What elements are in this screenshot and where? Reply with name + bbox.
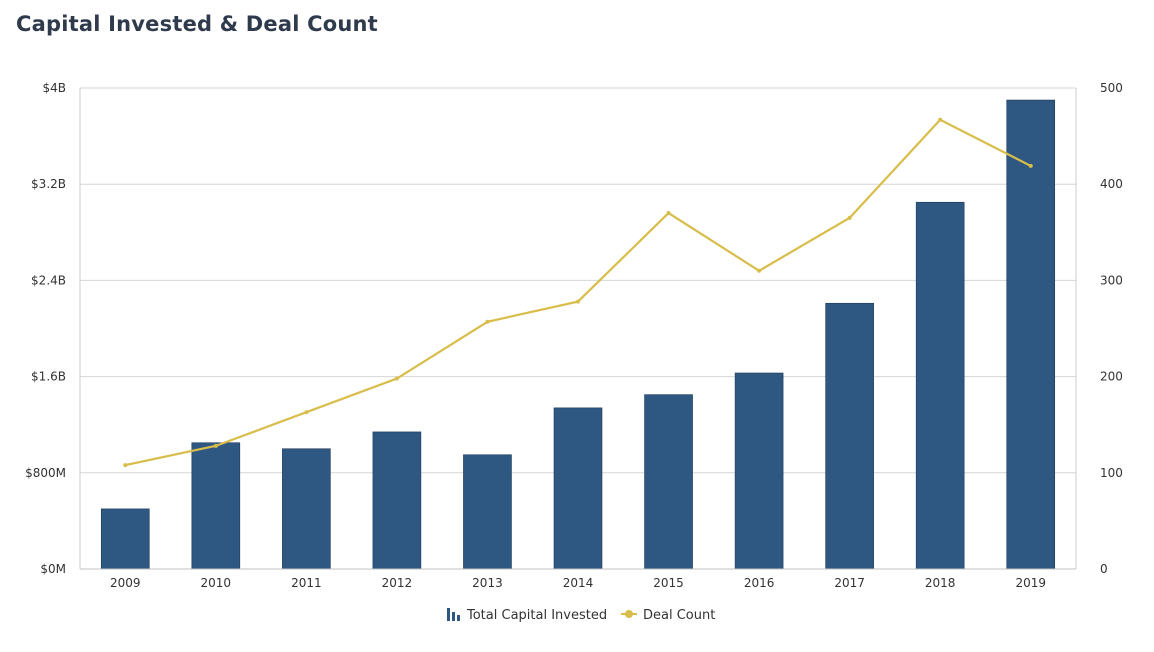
x-tick-label: 2017: [834, 576, 865, 590]
y-left-tick-label: $2.4B: [31, 273, 66, 287]
bar[interactable]: [372, 431, 422, 570]
y-right-tick-label: 500: [1100, 81, 1123, 95]
bar[interactable]: [915, 201, 965, 570]
y-right-tick-label: 400: [1100, 177, 1123, 191]
y-right-tick-label: 200: [1100, 370, 1123, 384]
x-tick-label: 2010: [201, 576, 232, 590]
y-left-tick-label: $1.6B: [31, 370, 66, 384]
line-point[interactable]: [485, 319, 490, 324]
line-point[interactable]: [394, 376, 399, 381]
x-tick-label: 2018: [925, 576, 956, 590]
x-tick-label: 2011: [291, 576, 322, 590]
chart-title: Capital Invested & Deal Count: [16, 12, 378, 36]
line-point[interactable]: [938, 117, 943, 122]
x-tick-label: 2013: [472, 576, 503, 590]
x-tick-label: 2009: [110, 576, 141, 590]
x-tick-label: 2015: [653, 576, 684, 590]
line-point[interactable]: [847, 215, 852, 220]
line-point[interactable]: [576, 299, 580, 304]
bar[interactable]: [1006, 99, 1056, 570]
line-marker-icon: [621, 610, 637, 618]
y-right-tick-label: 100: [1100, 466, 1123, 480]
y-right-tick-label: 300: [1100, 273, 1123, 287]
x-tick-label: 2019: [1015, 576, 1046, 590]
legend-label-capital[interactable]: Total Capital Invested: [466, 608, 607, 623]
bar[interactable]: [734, 372, 784, 570]
legend-label-deal-count[interactable]: Deal Count: [643, 608, 715, 623]
bar-series: [100, 99, 1056, 570]
y-left-tick-label: $0M: [40, 562, 66, 576]
y-left-tick-label: $800M: [25, 466, 66, 480]
line-series: [123, 117, 1033, 468]
bar[interactable]: [553, 407, 603, 570]
bar[interactable]: [100, 508, 150, 570]
line-point[interactable]: [666, 211, 671, 216]
x-tick-label: 2012: [382, 576, 413, 590]
bar[interactable]: [282, 448, 331, 570]
x-tick-label: 2016: [744, 576, 775, 590]
line-point[interactable]: [213, 443, 218, 448]
bar[interactable]: [463, 454, 512, 570]
bar[interactable]: [191, 442, 241, 570]
line-point[interactable]: [1028, 163, 1033, 168]
line-point[interactable]: [304, 410, 309, 415]
bar-chart-icon: [447, 608, 460, 621]
y-left-tick-label: $3.2B: [31, 177, 66, 191]
x-tick-label: 2014: [563, 576, 594, 590]
axes: $0M $800M $1.6B $2.4B $3.2B $4B 0 100 200 300 400 5…: [25, 81, 1123, 590]
line-point[interactable]: [757, 268, 762, 273]
line-point[interactable]: [123, 463, 128, 468]
bar[interactable]: [825, 302, 874, 570]
legend[interactable]: Total Capital Invested Deal Count: [447, 608, 715, 623]
y-right-tick-label: 0: [1100, 562, 1108, 576]
y-left-tick-label: $4B: [42, 81, 66, 95]
bar[interactable]: [644, 394, 693, 570]
